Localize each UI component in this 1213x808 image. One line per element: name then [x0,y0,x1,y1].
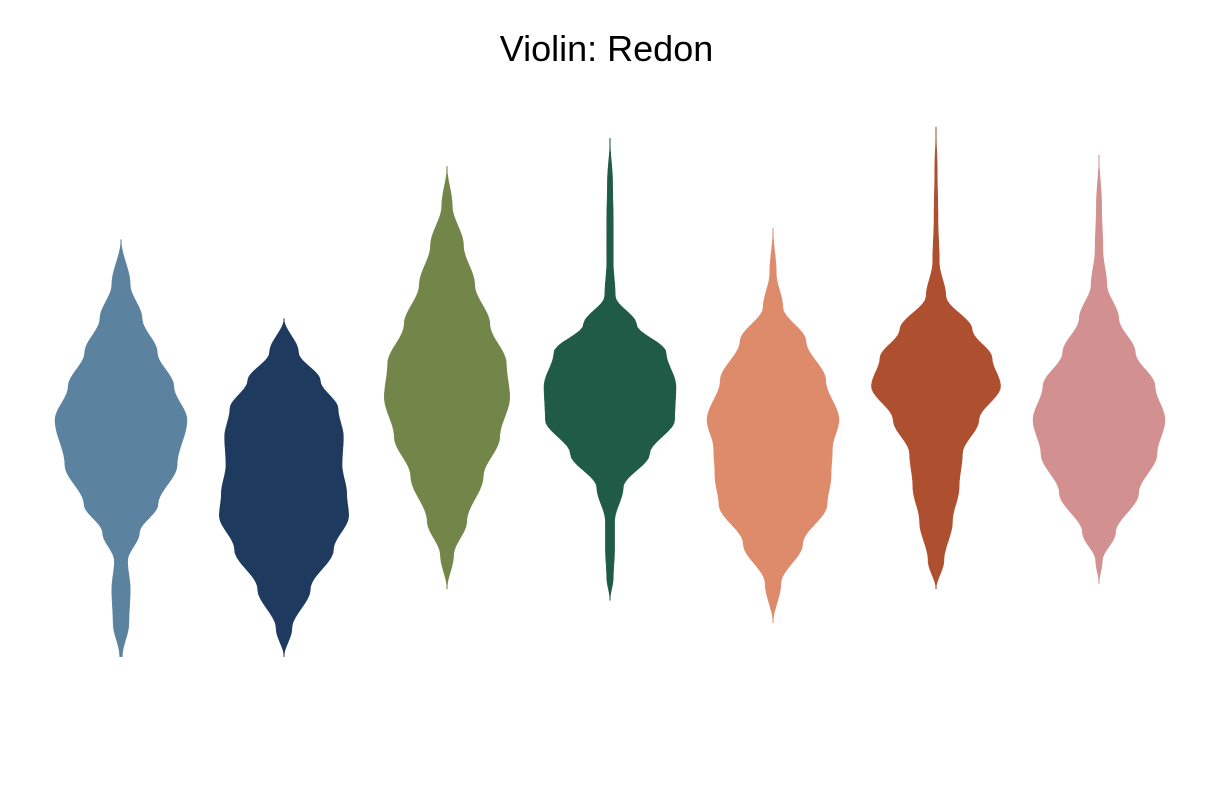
violin-3 [384,166,510,590]
violin-6 [871,126,1001,590]
violin-5 [706,228,840,624]
chart-title: Violin: Redon [499,28,714,69]
violin-1 [54,239,188,657]
violin-2 [219,318,349,657]
violin-4 [543,137,677,601]
violin-7 [1032,154,1166,584]
